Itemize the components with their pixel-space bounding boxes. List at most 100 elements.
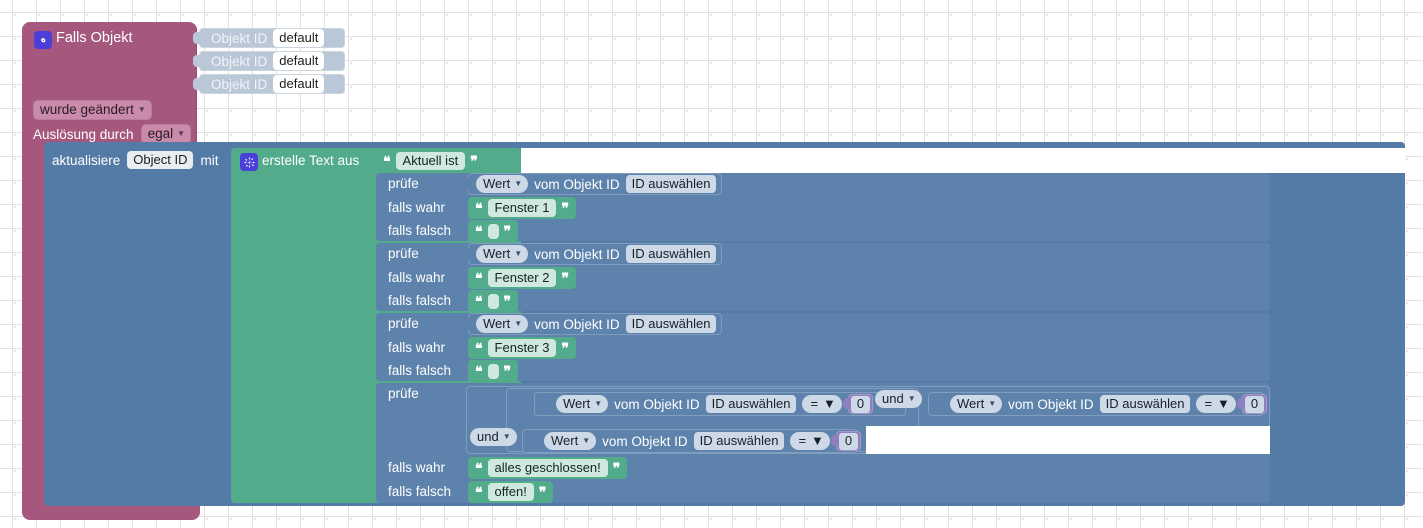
comparison-operator-dropdown[interactable]: = ▼ bbox=[790, 432, 830, 450]
logic-operator-inner-dropdown[interactable]: und ▼ bbox=[875, 390, 922, 408]
number-value[interactable]: 0 bbox=[850, 395, 871, 413]
compare-2-operands[interactable]: Wert ▼ vom Objekt ID ID auswählen = ▼ 0 bbox=[942, 393, 1273, 415]
string-block-aktuell-ist[interactable]: ❝ Aktuell ist ❞ bbox=[376, 150, 485, 172]
value-dropdown-label: Wert bbox=[483, 176, 511, 191]
value-dropdown[interactable]: Wert ▼ bbox=[950, 395, 1003, 413]
gear-icon[interactable] bbox=[240, 153, 258, 171]
value-dropdown[interactable]: Wert ▼ bbox=[544, 432, 597, 450]
object-id-input-1[interactable]: Objekt ID default bbox=[193, 28, 345, 48]
object-id-value[interactable]: default bbox=[273, 75, 325, 93]
string-value[interactable]: Fenster 1 bbox=[487, 199, 557, 217]
ternary-3-true-label: falls wahr bbox=[388, 340, 446, 355]
object-id-value[interactable]: default bbox=[273, 29, 325, 47]
canvas-gap bbox=[521, 148, 1405, 173]
chevron-down-icon: ▼ bbox=[582, 435, 591, 445]
canvas-gap bbox=[866, 426, 1270, 454]
string-value[interactable]: alles geschlossen! bbox=[487, 459, 608, 477]
of-object-label: vom Objekt ID bbox=[534, 246, 620, 262]
quote-open-icon: ❝ bbox=[475, 270, 483, 286]
string-block-false-1[interactable]: ❝ ❞ bbox=[468, 220, 519, 242]
logic-operator-inner[interactable]: und ▼ bbox=[875, 390, 922, 408]
of-object-label: vom Objekt ID bbox=[614, 396, 700, 412]
object-id-input-2[interactable]: Objekt ID default bbox=[193, 51, 345, 71]
value-dropdown-label: Wert bbox=[551, 433, 579, 448]
logic-operator-outer-label: und bbox=[477, 429, 499, 444]
string-block-true-final[interactable]: ❝ alles geschlossen! ❞ bbox=[468, 457, 628, 479]
update-connector-label: mit bbox=[200, 152, 219, 168]
update-target-field[interactable]: Object ID bbox=[127, 151, 194, 169]
ternary-1-check-label: prüfe bbox=[388, 176, 419, 191]
chevron-down-icon: ▼ bbox=[177, 128, 186, 138]
string-value[interactable]: Fenster 2 bbox=[487, 269, 557, 287]
string-block-true-2[interactable]: ❝ Fenster 2 ❞ bbox=[468, 267, 577, 289]
object-id-value[interactable]: default bbox=[273, 52, 325, 70]
number-value[interactable]: 0 bbox=[1244, 395, 1265, 413]
value-dropdown-label: Wert bbox=[563, 396, 591, 411]
string-value[interactable] bbox=[487, 363, 499, 379]
value-of-object-block-2[interactable]: Wert ▼ vom Objekt ID ID auswählen bbox=[462, 243, 723, 265]
quote-close-icon: ❞ bbox=[612, 460, 621, 476]
of-object-label: vom Objekt ID bbox=[534, 316, 620, 332]
string-value[interactable]: offen! bbox=[487, 483, 534, 501]
chevron-down-icon: ▼ bbox=[594, 398, 603, 408]
id-select-field[interactable]: ID auswählen bbox=[693, 432, 785, 450]
id-select-field[interactable]: ID auswählen bbox=[625, 315, 717, 333]
value-dropdown[interactable]: Wert ▼ bbox=[476, 175, 529, 193]
trigger-source-dropdown[interactable]: egal ▼ bbox=[140, 124, 192, 144]
event-block-bottom-notch bbox=[55, 504, 81, 513]
value-dropdown[interactable]: Wert ▼ bbox=[476, 315, 529, 333]
comparison-operator-dropdown[interactable]: = ▼ bbox=[802, 395, 842, 413]
string-block-false-3[interactable]: ❝ ❞ bbox=[468, 360, 519, 382]
value-dropdown[interactable]: Wert ▼ bbox=[556, 395, 609, 413]
ternary-2-check-label: prüfe bbox=[388, 246, 419, 261]
value-of-object-block-1[interactable]: Wert ▼ vom Objekt ID ID auswählen bbox=[462, 173, 723, 195]
object-id-label: Objekt ID bbox=[211, 53, 268, 69]
string-value[interactable] bbox=[487, 293, 499, 309]
ternary-1-true-label: falls wahr bbox=[388, 200, 446, 215]
comparison-operator-dropdown[interactable]: = ▼ bbox=[1196, 395, 1236, 413]
ternary-3-check-label: prüfe bbox=[388, 316, 419, 331]
compare-3-operands[interactable]: Wert ▼ vom Objekt ID ID auswählen = ▼ 0 bbox=[536, 430, 867, 452]
logic-operator-outer-dropdown[interactable]: und ▼ bbox=[470, 428, 517, 446]
string-value[interactable]: Aktuell ist bbox=[395, 152, 466, 170]
trigger-dropdown[interactable]: wurde geändert ▼ bbox=[33, 100, 152, 120]
id-select-field[interactable]: ID auswählen bbox=[625, 245, 717, 263]
value-dropdown[interactable]: Wert ▼ bbox=[476, 245, 529, 263]
quote-open-icon: ❝ bbox=[475, 223, 483, 239]
number-block[interactable]: 0 bbox=[842, 394, 874, 414]
number-value[interactable]: 0 bbox=[838, 432, 859, 450]
id-select-field[interactable]: ID auswählen bbox=[625, 175, 717, 193]
object-id-label: Objekt ID bbox=[211, 76, 268, 92]
string-block-true-1[interactable]: ❝ Fenster 1 ❞ bbox=[468, 197, 577, 219]
string-block-false-2[interactable]: ❝ ❞ bbox=[468, 290, 519, 312]
comparison-operator-label: = bbox=[810, 396, 819, 411]
value-of-object-block-3[interactable]: Wert ▼ vom Objekt ID ID auswählen bbox=[462, 313, 723, 335]
id-select-field[interactable]: ID auswählen bbox=[1099, 395, 1191, 413]
trigger-dropdown-row[interactable]: wurde geändert ▼ bbox=[33, 100, 152, 120]
logic-operator-outer[interactable]: und ▼ bbox=[470, 428, 517, 446]
socket-notch bbox=[193, 32, 200, 44]
string-value[interactable] bbox=[487, 223, 499, 239]
string-value[interactable]: Fenster 3 bbox=[487, 339, 557, 357]
ternary-4-check-label: prüfe bbox=[388, 386, 419, 401]
socket-notch bbox=[830, 435, 837, 446]
compare-1-operands[interactable]: Wert ▼ vom Objekt ID ID auswählen = ▼ 0 bbox=[548, 393, 879, 415]
ternary-4-false-label: falls falsch bbox=[388, 484, 452, 499]
object-id-input-3[interactable]: Objekt ID default bbox=[193, 74, 345, 94]
number-block[interactable]: 0 bbox=[1236, 394, 1268, 414]
socket-notch bbox=[1236, 398, 1243, 409]
comparison-operator-label: = bbox=[1204, 396, 1213, 411]
event-block-title: Falls Objekt bbox=[56, 30, 133, 46]
gear-icon[interactable] bbox=[34, 31, 52, 49]
trigger-source-value: egal bbox=[147, 126, 174, 141]
quote-open-icon: ❝ bbox=[475, 340, 483, 356]
ternary-4-true-label: falls wahr bbox=[388, 460, 446, 475]
number-block[interactable]: 0 bbox=[830, 431, 862, 451]
string-block-false-final[interactable]: ❝ offen! ❞ bbox=[468, 481, 554, 503]
trigger-source-row[interactable]: Auslösung durch egal ▼ bbox=[33, 124, 192, 144]
ternary-1-false-label: falls falsch bbox=[388, 223, 452, 238]
id-select-field[interactable]: ID auswählen bbox=[705, 395, 797, 413]
string-block-true-3[interactable]: ❝ Fenster 3 ❞ bbox=[468, 337, 577, 359]
quote-close-icon: ❞ bbox=[561, 200, 570, 216]
